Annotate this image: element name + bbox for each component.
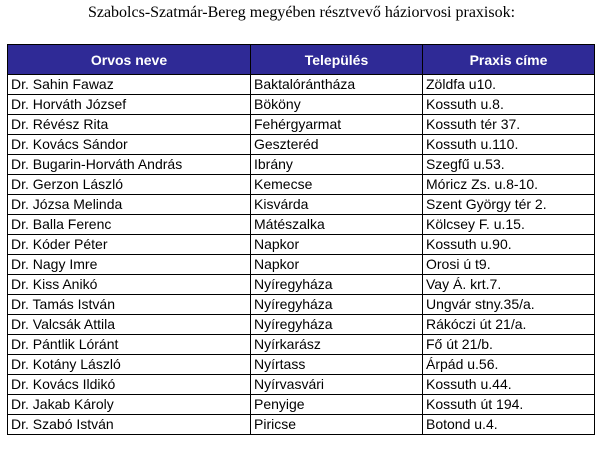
settlement-cell: Nyíregyháza: [250, 274, 423, 295]
doctor-name-cell: Dr. Józsa Melinda: [7, 194, 251, 215]
table-row: Dr. Nagy Imre Napkor Orosi ú t9.: [7, 254, 595, 275]
practice-address-cell: Szent György tér 2.: [422, 194, 595, 215]
table-row: Dr. Révész Rita Fehérgyarmat Kossuth tér 3…: [7, 114, 595, 135]
doctor-name-cell: Dr. Tamás István: [7, 294, 251, 315]
practice-address-cell: Kossuth u.90.: [422, 234, 595, 255]
column-header-practice-address: Praxis címe: [422, 44, 595, 75]
table-row: Dr. Gerzon László Kemecse Móricz Zs. u.8-1…: [7, 174, 595, 195]
practice-address-cell: Kossuth út 194.: [422, 394, 595, 415]
table-row: Dr. Valcsák Attila Nyíregyháza Rákóczi út …: [7, 314, 595, 335]
table-row: Dr. Józsa Melinda Kisvárda Szent György té…: [7, 194, 595, 215]
practice-address-cell: Ungvár stny.35/a.: [422, 294, 595, 315]
practice-address-cell: Kölcsey F. u.15.: [422, 214, 595, 235]
table-row: Dr. Jakab Károly Penyige Kossuth út 194.: [7, 394, 595, 415]
settlement-cell: Nyírkarász: [250, 334, 423, 355]
settlement-cell: Bököny: [250, 94, 423, 115]
practice-address-cell: Zöldfa u10.: [422, 74, 595, 95]
settlement-cell: Nyírtass: [250, 354, 423, 375]
table-header-row: Orvos neve Település Praxis címe: [7, 44, 595, 75]
page-title: Szabolcs-Szatmár-Bereg megyében résztvev…: [87, 4, 516, 21]
practice-address-cell: Kossuth u.110.: [422, 134, 595, 155]
doctor-name-cell: Dr. Horváth József: [7, 94, 251, 115]
doctor-name-cell: Dr. Jakab Károly: [7, 394, 251, 415]
doctor-name-cell: Dr. Pántlik Lóránt: [7, 334, 251, 355]
practice-address-cell: Kossuth u.8.: [422, 94, 595, 115]
settlement-cell: Ibrány: [250, 154, 423, 175]
table-row: Dr. Sahin Fawaz Baktalórántháza Zöldfa u10…: [7, 74, 595, 95]
practice-address-cell: Móricz Zs. u.8-10.: [422, 174, 595, 195]
settlement-cell: Nyíregyháza: [250, 294, 423, 315]
settlement-cell: Nyírvasvári: [250, 374, 423, 395]
practice-address-cell: Orosi ú t9.: [422, 254, 595, 275]
doctor-name-cell: Dr. Kovács Ildikó: [7, 374, 251, 395]
doctor-name-cell: Dr. Révész Rita: [7, 114, 251, 135]
doctor-name-cell: Dr. Nagy Imre: [7, 254, 251, 275]
table-row: Dr. Tamás István Nyíregyháza Ungvár stny.3…: [7, 294, 595, 315]
table-row: Dr. Szabó István Piricse Botond u.4.: [7, 414, 595, 435]
settlement-cell: Napkor: [250, 254, 423, 275]
doctor-name-cell: Dr. Szabó István: [7, 414, 251, 435]
practice-address-cell: Kossuth tér 37.: [422, 114, 595, 135]
doctor-name-cell: Dr. Bugarin-Horváth András: [7, 154, 251, 175]
practice-address-cell: Fő út 21/b.: [422, 334, 595, 355]
doctor-name-cell: Dr. Gerzon László: [7, 174, 251, 195]
column-header-settlement: Település: [250, 44, 423, 75]
practice-address-cell: Árpád u.56.: [422, 354, 595, 375]
practice-address-cell: Kossuth u.44.: [422, 374, 595, 395]
settlement-cell: Mátészalka: [250, 214, 423, 235]
table-row: Dr. Kóder Péter Napkor Kossuth u.90.: [7, 234, 595, 255]
doctor-name-cell: Dr. Balla Ferenc: [7, 214, 251, 235]
doctor-name-cell: Dr. Kotány László: [7, 354, 251, 375]
table-row: Dr. Pántlik Lóránt Nyírkarász Fő út 21/b.: [7, 334, 595, 355]
doctor-name-cell: Dr. Sahin Fawaz: [7, 74, 251, 95]
settlement-cell: Geszteréd: [250, 134, 423, 155]
table-row: Dr. Balla Ferenc Mátészalka Kölcsey F. u.1…: [7, 214, 595, 235]
settlement-cell: Fehérgyarmat: [250, 114, 423, 135]
settlement-cell: Penyige: [250, 394, 423, 415]
table-body: Dr. Sahin Fawaz Baktalórántháza Zöldfa u10…: [7, 74, 595, 435]
table-row: Dr. Horváth József Bököny Kossuth u.8.: [7, 94, 595, 115]
settlement-cell: Baktalórántháza: [250, 74, 423, 95]
settlement-cell: Kisvárda: [250, 194, 423, 215]
table-row: Dr. Kiss Anikó Nyíregyháza Vay Á. krt.7.: [7, 274, 595, 295]
practice-address-cell: Szegfű u.53.: [422, 154, 595, 175]
practice-address-cell: Rákóczi út 21/a.: [422, 314, 595, 335]
settlement-cell: Piricse: [250, 414, 423, 435]
doctor-name-cell: Dr. Kóder Péter: [7, 234, 251, 255]
settlement-cell: Kemecse: [250, 174, 423, 195]
doctor-name-cell: Dr. Kiss Anikó: [7, 274, 251, 295]
settlement-cell: Nyíregyháza: [250, 314, 423, 335]
table-row: Dr. Kotány László Nyírtass Árpád u.56.: [7, 354, 595, 375]
practice-address-cell: Vay Á. krt.7.: [422, 274, 595, 295]
settlement-cell: Napkor: [250, 234, 423, 255]
table-row: Dr. Kovács Ildikó Nyírvasvári Kossuth u.44…: [7, 374, 595, 395]
table-row: Dr. Kovács Sándor Geszteréd Kossuth u.110.: [7, 134, 595, 155]
doctor-name-cell: Dr. Valcsák Attila: [7, 314, 251, 335]
praxis-table: Orvos neve Település Praxis címe Dr. Sah…: [7, 44, 595, 435]
practice-address-cell: Botond u.4.: [422, 414, 595, 435]
doctor-name-cell: Dr. Kovács Sándor: [7, 134, 251, 155]
column-header-doctor-name: Orvos neve: [7, 44, 251, 75]
table-row: Dr. Bugarin-Horváth András Ibrány Szegfű u…: [7, 154, 595, 175]
